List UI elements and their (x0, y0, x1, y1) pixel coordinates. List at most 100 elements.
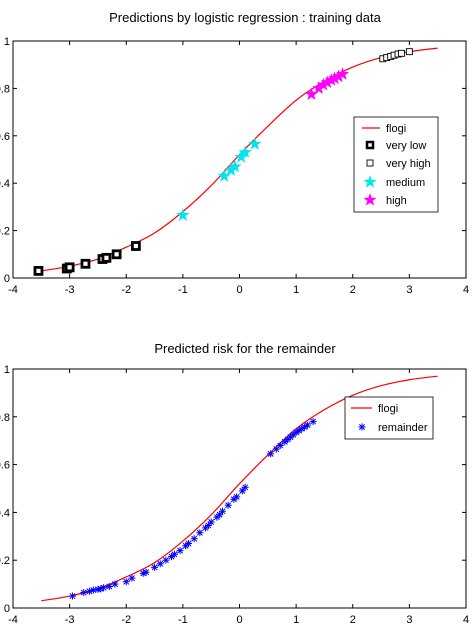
top-point-high (324, 73, 338, 86)
top-point-medium (228, 159, 242, 173)
bottom-point-remainder (216, 511, 224, 519)
top-legend-high-label: high (386, 195, 407, 207)
top-legend-very-low-label: very low (386, 140, 426, 152)
top-point-medium (248, 137, 262, 150)
bottom-point-remainder (122, 578, 130, 586)
bottom-ytick-label: 0.4 (0, 507, 10, 519)
top-legend-very-low-swatch (365, 140, 375, 150)
top-point-very-low (101, 252, 112, 263)
top-xtick-label: -4 (8, 284, 18, 296)
top-point-high (316, 77, 330, 91)
bottom-flogi-curve (41, 375, 438, 602)
top-xtick-label: 3 (406, 284, 412, 296)
bottom-xtick-label: -4 (8, 614, 18, 626)
top-legend-medium-swatch (363, 175, 377, 188)
top-point-high (327, 71, 342, 85)
bottom-xtick-label: 4 (463, 614, 469, 626)
top-point-very-low (33, 265, 44, 276)
top-xtick-label: -2 (121, 284, 131, 296)
top-point-high (331, 69, 346, 83)
bottom-ytick-label: 1 (4, 364, 10, 376)
bottom-ytick-label: 0 (4, 603, 10, 615)
bottom-point-remainder (204, 522, 212, 530)
top-legend-high-swatch (363, 193, 377, 206)
top-point-medium (234, 150, 248, 163)
bottom-point-remainder (196, 529, 204, 537)
top-marks-layer (33, 48, 413, 276)
top-point-medium (176, 208, 190, 221)
bottom-point-remainder (162, 556, 170, 564)
bottom-point-remainder (97, 585, 105, 593)
top-point-medium (224, 163, 238, 176)
top-ytick-label: 0 (4, 273, 10, 285)
top-ticks-layer: -4 -3 -2 -1 0 1 2 3 4 0 0.2 0.4 0.6 0.8 1 (0, 36, 469, 296)
top-point-medium (217, 169, 231, 182)
bottom-legend-flogi-label: flogi (378, 403, 398, 415)
top-chart: Predictions by logistic regression : tra… (0, 10, 469, 296)
top-point-very-low (130, 241, 141, 251)
top-point-medium (238, 145, 252, 159)
bottom-ytick-label: 0.6 (0, 460, 10, 472)
top-legend-very-high-swatch (366, 159, 374, 167)
bottom-point-remainder (190, 535, 198, 543)
bottom-point-remainder (151, 563, 159, 571)
top-ytick-label: 0.6 (0, 131, 10, 143)
bottom-point-remainder (276, 441, 284, 449)
bottom-point-remainder (185, 539, 193, 547)
bottom-point-remainder (303, 421, 311, 429)
bottom-point-remainder (142, 568, 150, 576)
bottom-legend-asterisk-mark (358, 423, 366, 431)
top-legend-medium-label: medium (386, 177, 425, 189)
top-point-high (312, 81, 326, 95)
top-point-high (320, 75, 334, 89)
top-point-very-high (397, 49, 405, 57)
bottom-point-remainder (233, 493, 241, 501)
top-legend: flogi very low very high medium high (353, 116, 439, 213)
bottom-legend-remainder-label: remainder (378, 422, 428, 434)
top-xtick-label: -3 (65, 284, 75, 296)
bottom-legend-box (344, 396, 434, 440)
bottom-point-remainder (128, 574, 136, 582)
bottom-ytick-label: 0.8 (0, 412, 10, 424)
bottom-point-remainder (156, 560, 164, 568)
bottom-point-remainder (170, 550, 178, 558)
top-point-very-high (405, 48, 413, 56)
top-xtick-label: 0 (236, 284, 242, 296)
bottom-point-remainder (80, 588, 88, 596)
bottom-xtick-label: -1 (178, 614, 188, 626)
bottom-ytick-label: 0.2 (0, 555, 10, 567)
bottom-curve-layer (41, 375, 438, 602)
bottom-point-remainder (85, 587, 93, 595)
top-ytick-label: 0.8 (0, 83, 10, 95)
bottom-point-remainder (105, 582, 113, 590)
bottom-legend: flogi remainder (344, 396, 434, 440)
top-point-very-low (80, 258, 91, 269)
top-point-high (335, 67, 350, 80)
bottom-marks-layer (68, 418, 317, 600)
top-legend-very-high-label: very high (386, 158, 431, 170)
top-ytick-label: 0.4 (0, 178, 10, 190)
top-xtick-label: -1 (178, 284, 188, 296)
bottom-xtick-label: -2 (121, 614, 131, 626)
top-xtick-label: 4 (463, 284, 469, 296)
bottom-chart: Predicted risk for the remainder -4 -3 -2-… (0, 341, 469, 626)
bottom-point-remainder (241, 483, 249, 491)
bottom-xtick-label: 3 (406, 614, 412, 626)
bottom-point-remainder (224, 501, 232, 509)
bottom-ticks-layer: -4 -3 -2 -1 0 1 2 3 4 0 0.2 0.4 0.6 0.8 1 (0, 364, 469, 626)
top-ytick-label: 1 (4, 36, 10, 48)
bottom-point-remainder (68, 592, 76, 600)
top-point-high (304, 87, 319, 100)
bottom-point-remainder (219, 507, 227, 515)
bottom-point-remainder (100, 584, 108, 592)
bottom-point-remainder (111, 580, 119, 588)
bottom-point-remainder (238, 487, 246, 495)
bottom-point-remainder (309, 418, 317, 426)
top-xtick-label: 1 (293, 284, 299, 296)
bottom-point-remainder (176, 547, 184, 555)
bottom-chart-title: Predicted risk for the remainder (154, 341, 336, 356)
bottom-point-remainder (267, 450, 275, 458)
top-point-very-low (64, 262, 75, 273)
top-xtick-label: 2 (350, 284, 356, 296)
